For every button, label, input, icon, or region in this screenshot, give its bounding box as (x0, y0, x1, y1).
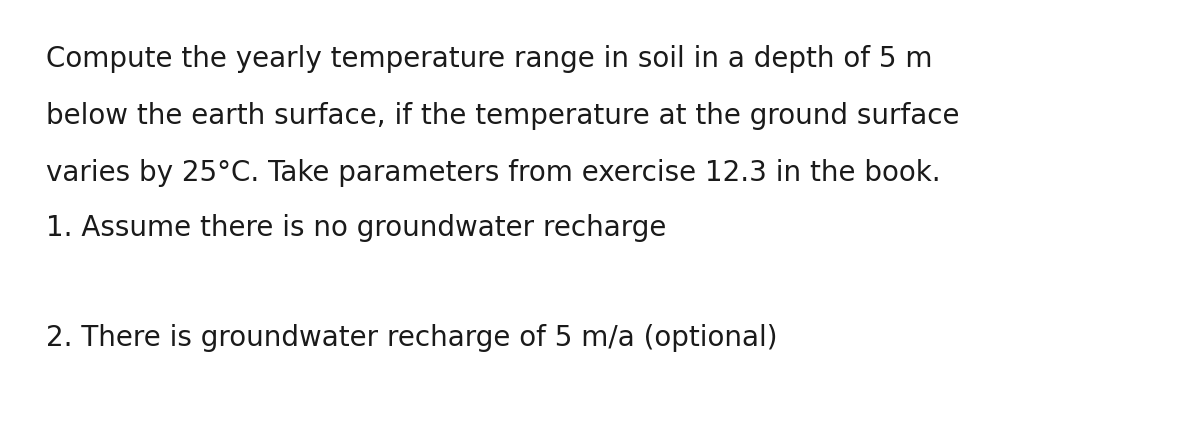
Text: Compute the yearly temperature range in soil in a depth of 5 m: Compute the yearly temperature range in … (46, 45, 932, 73)
Text: 1. Assume there is no groundwater recharge: 1. Assume there is no groundwater rechar… (46, 214, 666, 242)
Text: 2. There is groundwater recharge of 5 m/a (optional): 2. There is groundwater recharge of 5 m/… (46, 324, 778, 352)
Text: varies by 25°C. Take parameters from exercise 12.3 in the book.: varies by 25°C. Take parameters from exe… (46, 159, 941, 187)
Text: below the earth surface, if the temperature at the ground surface: below the earth surface, if the temperat… (46, 102, 959, 130)
